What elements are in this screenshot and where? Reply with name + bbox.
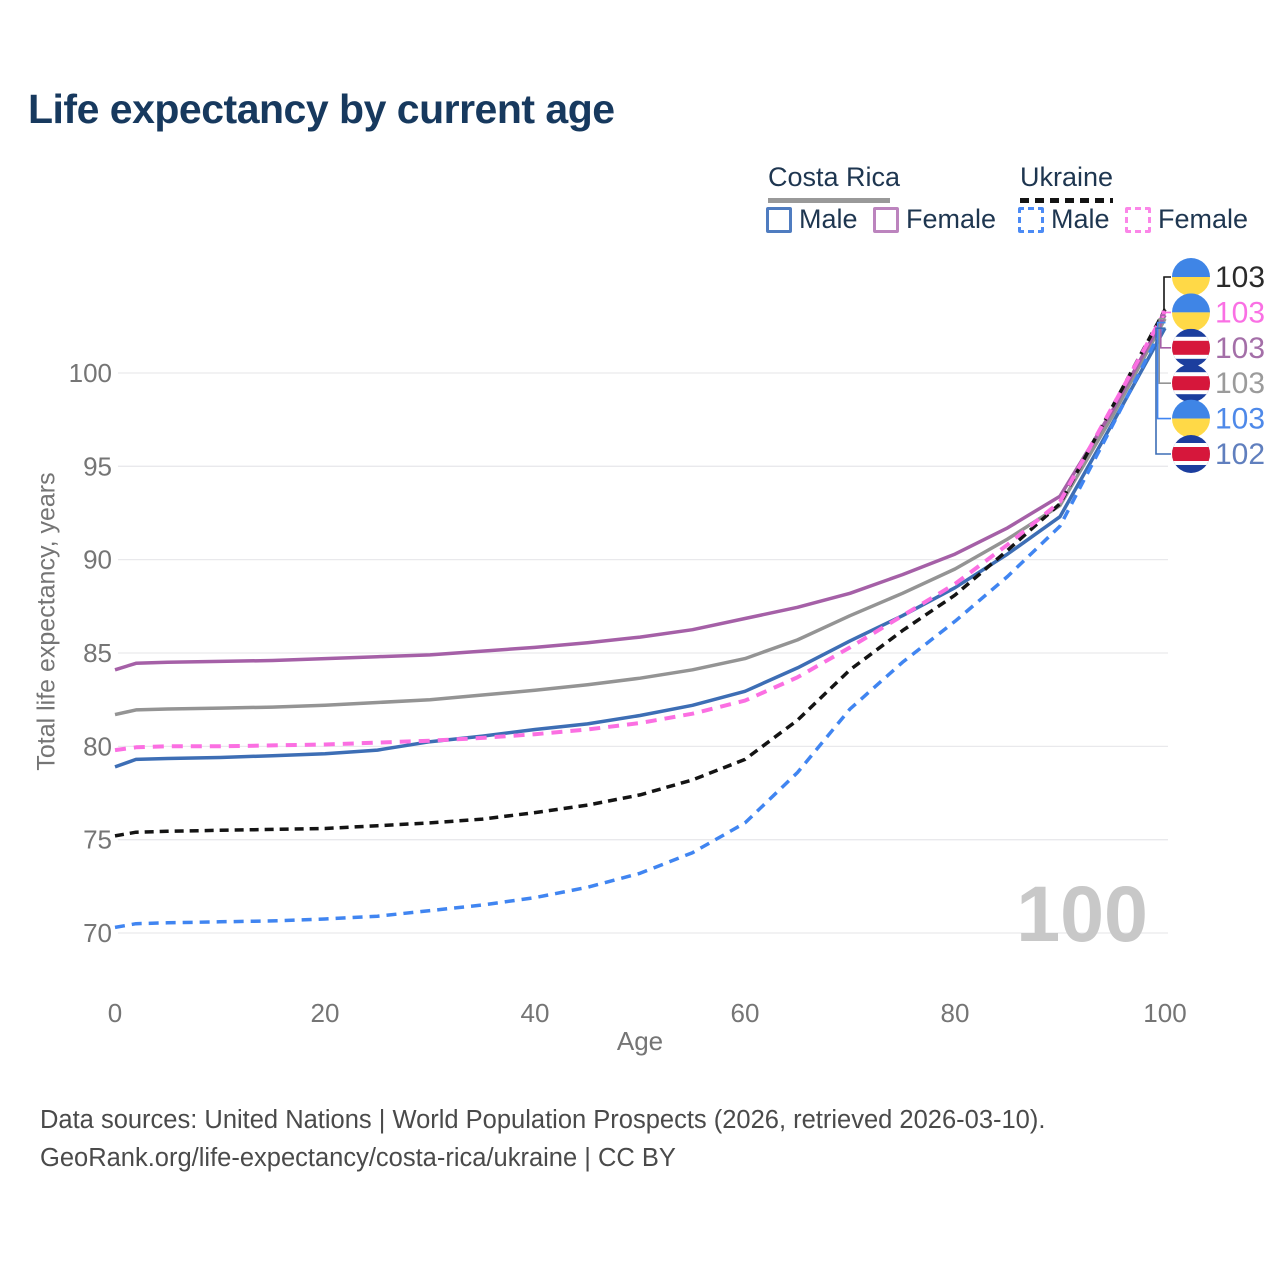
end-label-costa_rica_male: 102 — [1172, 435, 1265, 473]
footer-attribution: GeoRank.org/life-expectancy/costa-rica/u… — [40, 1144, 676, 1172]
series-line-ukraine_male[interactable] — [114, 321, 1167, 930]
end-value-label: 103 — [1215, 332, 1265, 365]
flag-icon-ukraine — [1172, 399, 1210, 438]
legend-underline-costa-rica — [768, 198, 890, 203]
leader-line-ukraine_both — [1163, 276, 1171, 311]
end-label-costa_rica_both: 103 — [1172, 364, 1265, 403]
y-tick-label: 95 — [83, 451, 112, 481]
leader-line-costa_rica_female — [1160, 314, 1171, 349]
legend-label: Male — [799, 204, 858, 234]
end-value-label: 103 — [1215, 296, 1265, 329]
footer-data-sources: Data sources: United Nations | World Pop… — [40, 1106, 1046, 1134]
end-value-label: 103 — [1215, 261, 1265, 294]
end-value-label: 103 — [1215, 403, 1265, 436]
x-tick-label: 40 — [521, 998, 550, 1028]
x-tick-label: 20 — [311, 998, 340, 1028]
end-label-costa_rica_female: 103 — [1172, 328, 1265, 367]
page-title: Life expectancy by current age — [28, 86, 615, 132]
legend-item-ukraine-male[interactable]: Male — [1018, 204, 1110, 235]
series-line-costa_rica_male[interactable] — [114, 327, 1167, 769]
x-tick-label: 80 — [941, 998, 970, 1028]
legend-label: Female — [1158, 204, 1249, 234]
legend-underline-ukraine — [1020, 198, 1113, 203]
end-label-ukraine_male: 103 — [1172, 399, 1265, 438]
legend-label: Female — [906, 204, 997, 234]
leader-line-ukraine_male — [1156, 321, 1171, 420]
x-tick-label: 60 — [731, 998, 760, 1028]
series-line-costa_rica_both[interactable] — [114, 317, 1167, 717]
x-axis-title: Age — [616, 1026, 664, 1056]
flag-icon-costa_rica — [1172, 328, 1210, 367]
age-counter-watermark: 100 — [1016, 869, 1148, 958]
leader-line-ukraine_female — [1161, 310, 1171, 314]
leader-line-costa_rica_both — [1158, 318, 1171, 384]
legend-item-costa-rica-female[interactable]: Female — [873, 204, 996, 235]
checkbox-costa-rica-female[interactable] — [873, 206, 899, 233]
series-line-ukraine_female[interactable] — [114, 310, 1167, 753]
legend-item-costa-rica-male[interactable]: Male — [766, 204, 858, 235]
leader-line-costa_rica_male — [1155, 327, 1171, 455]
y-axis-title: Total life expectancy, years — [32, 472, 61, 771]
legend-group-title-ukraine: Ukraine — [1020, 162, 1114, 192]
series-line-ukraine_both[interactable] — [114, 308, 1167, 838]
legend-label: Male — [1051, 204, 1110, 234]
checkbox-ukraine-female[interactable] — [1125, 206, 1151, 233]
y-tick-label: 100 — [69, 358, 112, 388]
y-tick-label: 75 — [83, 825, 112, 855]
y-tick-label: 80 — [83, 731, 112, 761]
checkbox-costa-rica-male[interactable] — [766, 206, 792, 233]
flag-icon-ukraine — [1172, 293, 1210, 332]
flag-icon-costa_rica — [1172, 364, 1210, 403]
flag-icon-ukraine — [1172, 258, 1210, 296]
x-tick-label: 100 — [1143, 998, 1186, 1028]
y-tick-label: 70 — [83, 918, 112, 948]
end-label-ukraine_both: 103 — [1172, 258, 1265, 296]
x-tick-label: 0 — [108, 998, 122, 1028]
series-line-costa_rica_female[interactable] — [114, 314, 1167, 672]
legend-group-title-costa-rica: Costa Rica — [768, 162, 901, 192]
end-value-label: 102 — [1215, 438, 1265, 471]
end-label-ukraine_female: 103 — [1172, 293, 1265, 332]
end-value-label: 103 — [1215, 367, 1265, 400]
checkbox-ukraine-male[interactable] — [1018, 206, 1044, 233]
y-tick-label: 85 — [83, 638, 112, 668]
legend-item-ukraine-female[interactable]: Female — [1125, 204, 1248, 235]
flag-icon-costa_rica — [1172, 435, 1210, 473]
y-tick-label: 90 — [83, 545, 112, 575]
